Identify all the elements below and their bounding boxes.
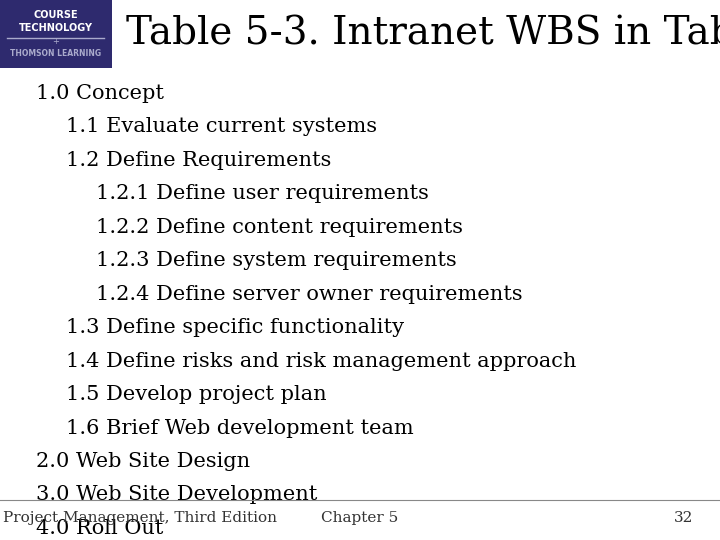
Text: 32: 32 xyxy=(675,511,693,525)
Text: 1.0 Concept: 1.0 Concept xyxy=(36,84,164,103)
Text: 1.2 Define Requirements: 1.2 Define Requirements xyxy=(66,151,331,170)
Text: 1.1 Evaluate current systems: 1.1 Evaluate current systems xyxy=(66,117,377,136)
Text: 1.2.3 Define system requirements: 1.2.3 Define system requirements xyxy=(96,251,456,270)
Text: 1.2.2 Define content requirements: 1.2.2 Define content requirements xyxy=(96,218,463,237)
Text: Chapter 5: Chapter 5 xyxy=(321,511,399,525)
Text: COURSE: COURSE xyxy=(34,10,78,20)
Text: 3.0 Web Site Development: 3.0 Web Site Development xyxy=(36,485,318,504)
FancyBboxPatch shape xyxy=(0,0,112,68)
Text: 4.0 Roll Out: 4.0 Roll Out xyxy=(36,519,163,538)
Text: 1.2.1 Define user requirements: 1.2.1 Define user requirements xyxy=(96,184,429,203)
Text: 1.5 Develop project plan: 1.5 Develop project plan xyxy=(66,385,327,404)
Text: Table 5-3. Intranet WBS in Tabular Form: Table 5-3. Intranet WBS in Tabular Form xyxy=(126,15,720,52)
Text: 1.2.4 Define server owner requirements: 1.2.4 Define server owner requirements xyxy=(96,285,523,303)
Text: 1.4 Define risks and risk management approach: 1.4 Define risks and risk management app… xyxy=(66,352,577,370)
Text: IT Project Management, Third Edition: IT Project Management, Third Edition xyxy=(0,511,277,525)
Text: 1.3 Define specific functionality: 1.3 Define specific functionality xyxy=(66,318,404,337)
Text: TECHNOLOGY: TECHNOLOGY xyxy=(19,23,93,33)
Text: +: + xyxy=(53,37,59,46)
Text: 2.0 Web Site Design: 2.0 Web Site Design xyxy=(36,452,250,471)
Text: THOMSON LEARNING: THOMSON LEARNING xyxy=(10,50,102,58)
Text: 1.6 Brief Web development team: 1.6 Brief Web development team xyxy=(66,418,414,437)
